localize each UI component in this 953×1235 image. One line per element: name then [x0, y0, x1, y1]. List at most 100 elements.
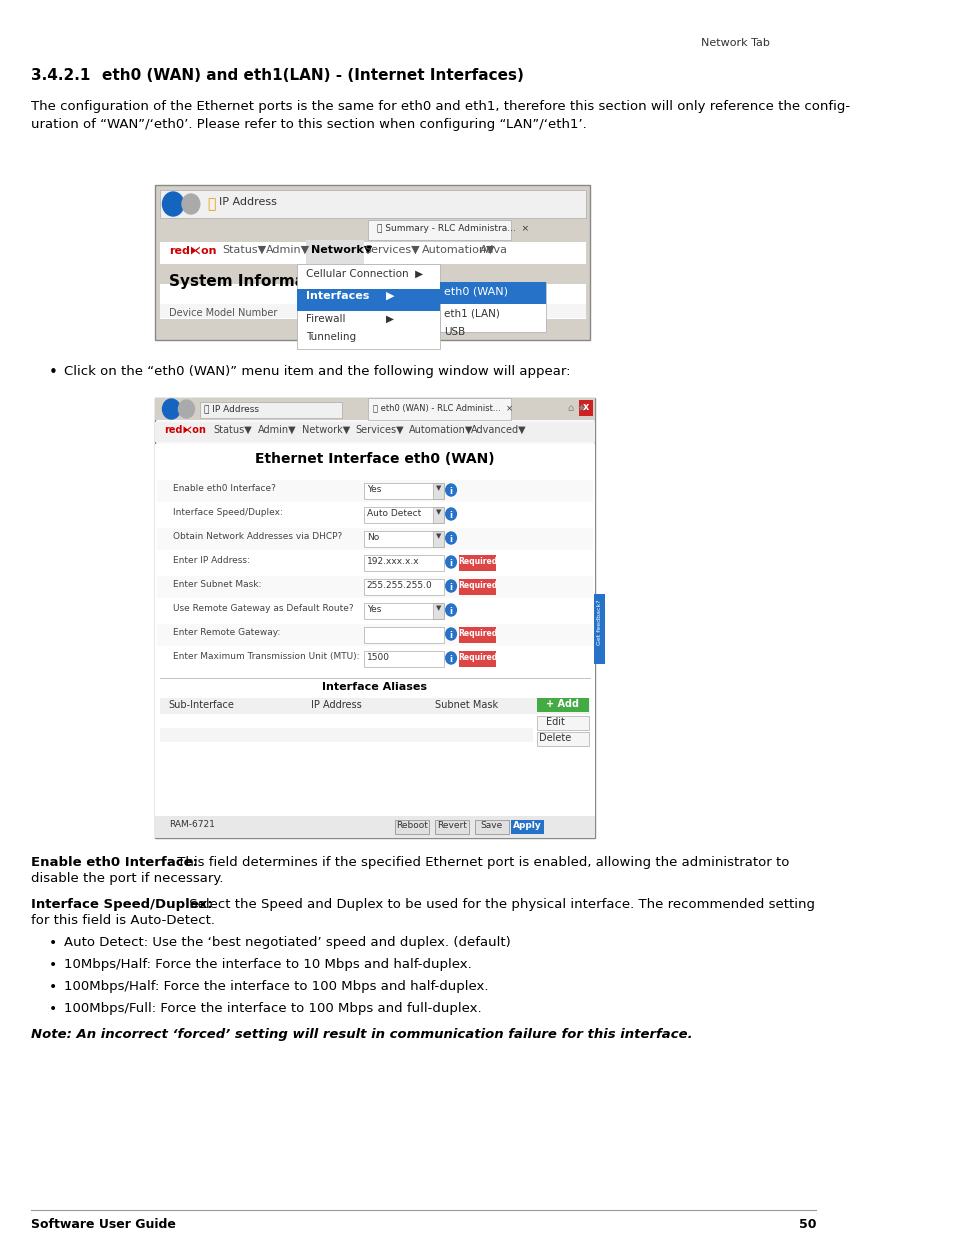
Bar — [157, 624, 593, 646]
Text: Enter Maximum Transmission Unit (MTU):: Enter Maximum Transmission Unit (MTU): — [172, 652, 359, 661]
Bar — [160, 714, 532, 727]
Text: Sub-Interface: Sub-Interface — [169, 700, 234, 710]
Text: Automation▼: Automation▼ — [408, 425, 473, 435]
Text: Save: Save — [480, 821, 502, 830]
Text: Automation▼: Automation▼ — [421, 245, 495, 254]
Text: for this field is Auto-Detect.: for this field is Auto-Detect. — [31, 914, 214, 927]
Text: Interface Speed/Duplex:: Interface Speed/Duplex: — [172, 508, 283, 517]
Text: red⧔on: red⧔on — [164, 425, 206, 435]
Bar — [364, 627, 443, 643]
Text: ⓘ: ⓘ — [207, 198, 215, 211]
Text: x: x — [582, 403, 589, 412]
Bar — [475, 820, 508, 834]
Bar — [155, 816, 595, 839]
Text: •: • — [49, 981, 57, 994]
Bar — [458, 579, 496, 595]
Text: →: → — [186, 200, 196, 212]
Text: red⧔on: red⧔on — [169, 245, 216, 254]
Bar — [368, 220, 510, 240]
Text: Status▼: Status▼ — [222, 245, 266, 254]
Bar — [157, 576, 593, 598]
Text: Required: Required — [457, 653, 497, 662]
Text: i: i — [449, 535, 452, 543]
Text: Note: An incorrect ‘forced’ setting will result in communication failure for thi: Note: An incorrect ‘forced’ setting will… — [31, 1028, 692, 1041]
Bar — [160, 698, 590, 714]
Bar — [578, 400, 593, 416]
Bar — [439, 282, 545, 304]
Text: ▶: ▶ — [386, 291, 395, 301]
Bar — [160, 742, 532, 756]
Bar — [433, 483, 443, 499]
Text: Ethernet Interface eth0 (WAN): Ethernet Interface eth0 (WAN) — [254, 452, 494, 466]
Text: ⓘ Summary - RLC Administra...  ×: ⓘ Summary - RLC Administra... × — [377, 224, 529, 233]
Text: Status▼: Status▼ — [213, 425, 252, 435]
Text: This field determines if the specified Ethernet port is enabled, allowing the ad: This field determines if the specified E… — [172, 856, 789, 869]
Text: Use Remote Gateway as Default Route?: Use Remote Gateway as Default Route? — [172, 604, 354, 613]
Bar — [160, 242, 585, 264]
Text: Auto Detect: Use the ‘best negotiated’ speed and duplex. (default): Auto Detect: Use the ‘best negotiated’ s… — [64, 936, 510, 948]
Text: The configuration of the Ethernet ports is the same for eth0 and eth1, therefore: The configuration of the Ethernet ports … — [31, 100, 849, 131]
Circle shape — [162, 399, 180, 419]
Bar — [395, 820, 429, 834]
Text: Interface Aliases: Interface Aliases — [322, 682, 427, 692]
Text: Enter IP Address:: Enter IP Address: — [172, 556, 250, 564]
Circle shape — [445, 484, 456, 496]
Bar — [510, 820, 544, 834]
Bar — [537, 716, 588, 730]
Text: Required: Required — [457, 580, 497, 590]
Text: Apply: Apply — [513, 821, 541, 830]
Text: 100Mbps/Half: Force the interface to 100 Mbps and half-duplex.: 100Mbps/Half: Force the interface to 100… — [64, 981, 488, 993]
Text: i: i — [449, 511, 452, 520]
Text: Click on the “eth0 (WAN)” menu item and the following window will appear:: Click on the “eth0 (WAN)” menu item and … — [64, 366, 570, 378]
Circle shape — [445, 629, 456, 640]
Text: Network▼: Network▼ — [301, 425, 350, 435]
Text: i: i — [449, 583, 452, 592]
Text: ▼: ▼ — [436, 485, 441, 492]
Bar — [364, 603, 443, 619]
Text: ←: ← — [167, 200, 179, 214]
Text: Admin▼: Admin▼ — [257, 425, 295, 435]
Text: Tunneling: Tunneling — [306, 332, 356, 342]
Bar — [157, 529, 593, 550]
Text: Services▼: Services▼ — [355, 425, 403, 435]
Text: Subnet Mask: Subnet Mask — [435, 700, 497, 710]
Bar — [155, 422, 595, 442]
Bar — [435, 820, 468, 834]
Bar — [439, 282, 545, 332]
Text: Interface Speed/Duplex:: Interface Speed/Duplex: — [31, 898, 213, 911]
Text: 192.xxx.x.x: 192.xxx.x.x — [366, 557, 419, 566]
Bar — [364, 555, 443, 571]
Text: i: i — [449, 631, 452, 640]
Bar — [364, 531, 443, 547]
Text: 1500: 1500 — [366, 653, 390, 662]
Circle shape — [445, 532, 456, 543]
Text: Cellular Connection  ▶: Cellular Connection ▶ — [306, 269, 423, 279]
Text: Enable eth0 Interface?: Enable eth0 Interface? — [172, 484, 275, 493]
Bar — [458, 627, 496, 643]
Bar — [458, 555, 496, 571]
Bar — [364, 579, 443, 595]
Text: eth0 (WAN): eth0 (WAN) — [443, 287, 507, 296]
Bar — [157, 480, 593, 501]
Text: IP Address: IP Address — [219, 198, 277, 207]
Circle shape — [445, 508, 456, 520]
Text: ⓘ eth0 (WAN) - RLC Administ...  ×: ⓘ eth0 (WAN) - RLC Administ... × — [373, 403, 513, 412]
Bar — [537, 698, 588, 713]
Text: Auto Detect: Auto Detect — [366, 509, 420, 517]
Bar — [160, 284, 585, 319]
Text: Network Tab: Network Tab — [700, 38, 769, 48]
Text: Required: Required — [457, 629, 497, 638]
Bar — [537, 732, 588, 746]
Circle shape — [162, 191, 184, 216]
Text: Edit: Edit — [545, 718, 564, 727]
Bar — [297, 289, 439, 311]
Bar — [155, 445, 595, 820]
Bar — [306, 240, 364, 266]
Text: 10Mbps/Half: Force the interface to 10 Mbps and half-duplex.: 10Mbps/Half: Force the interface to 10 M… — [64, 958, 471, 971]
Circle shape — [178, 400, 194, 417]
Bar — [433, 508, 443, 522]
Text: •: • — [49, 936, 57, 950]
Text: Device Model Number: Device Model Number — [169, 308, 276, 317]
Text: eth0 (WAN) and eth1(LAN) - (Internet Interfaces): eth0 (WAN) and eth1(LAN) - (Internet Int… — [102, 68, 523, 83]
Text: IP Address: IP Address — [311, 700, 361, 710]
